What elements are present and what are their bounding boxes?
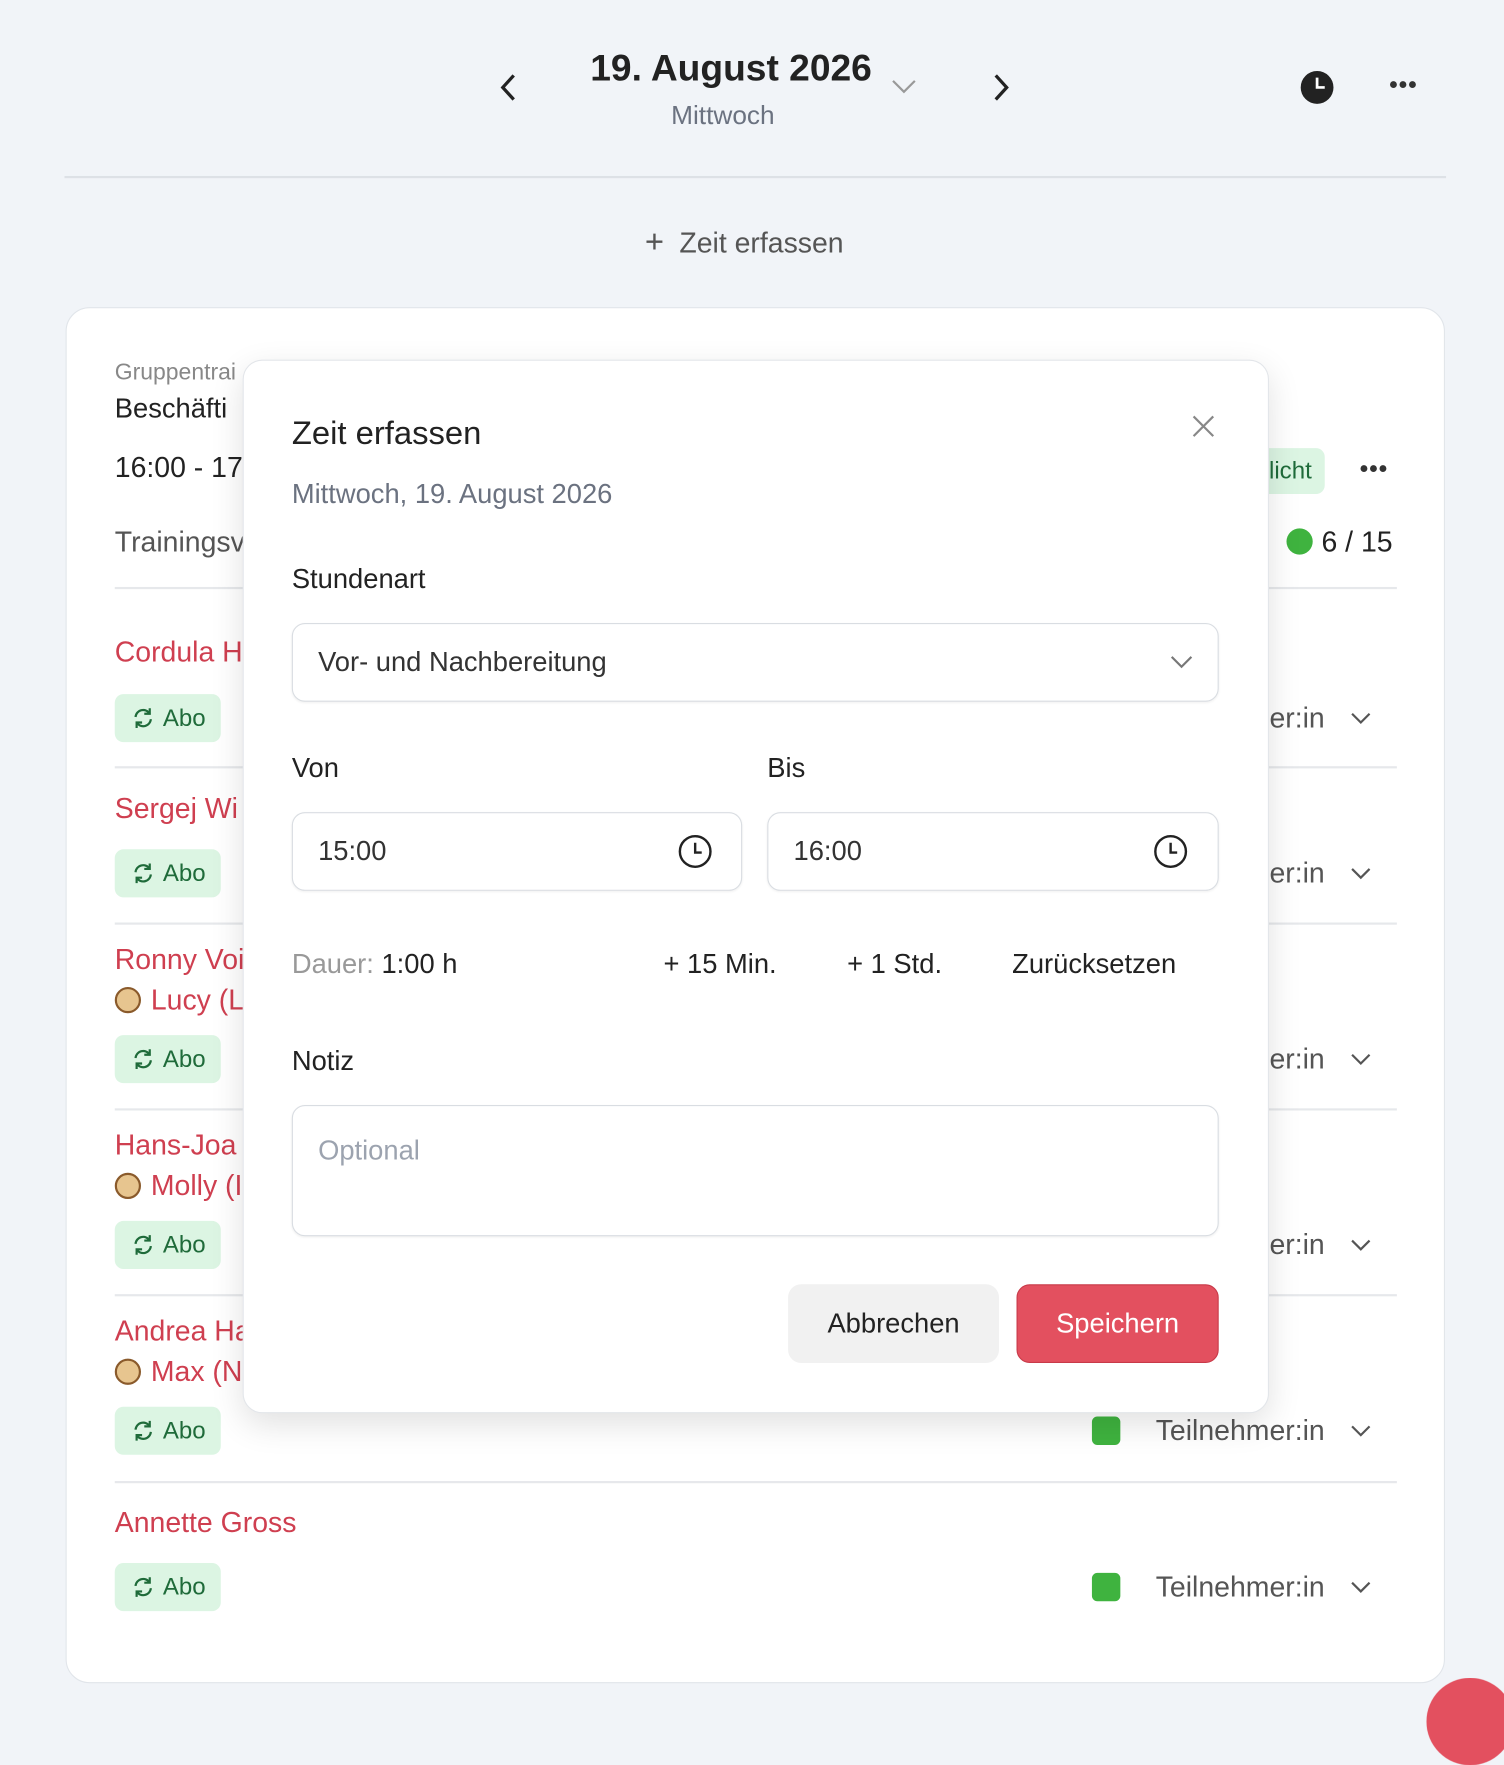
type-select[interactable]: Vor- und Nachbereitung [291, 623, 1219, 702]
participant-name[interactable]: Andrea Ha [114, 1314, 251, 1348]
from-label: Von [291, 753, 339, 784]
capacity: 6 / 15 [1286, 525, 1393, 559]
repeat-icon [134, 1420, 152, 1441]
date-dropdown[interactable] [890, 77, 918, 99]
duration-label: Dauer: [291, 948, 374, 980]
dog-icon [114, 1172, 141, 1200]
participant-name[interactable]: Hans-Joa [114, 1128, 237, 1162]
more-menu[interactable]: ••• [1389, 70, 1418, 99]
role-chevron [1351, 868, 1371, 880]
help-button[interactable] [1426, 1677, 1504, 1765]
from-input[interactable]: 15:00 [291, 812, 743, 891]
add-time-label: Zeit erfassen [679, 226, 844, 260]
add-time-button[interactable]: + Zeit erfassen [645, 223, 844, 262]
subscription-badge: Abo [114, 849, 221, 898]
duration-value: 1:00 h [381, 948, 458, 980]
quick-action[interactable]: Zurücksetzen [1012, 948, 1177, 980]
participant-name[interactable]: Ronny Voi [114, 942, 245, 976]
next-day[interactable] [987, 70, 1015, 105]
divider [114, 1481, 1397, 1483]
type-label: Stundenart [291, 563, 426, 595]
topic: Trainingsv [114, 525, 245, 558]
clock-button[interactable] [1299, 69, 1336, 106]
weekday: Mittwoch [671, 101, 775, 131]
repeat-icon [134, 708, 152, 728]
plus-icon: + [644, 224, 665, 261]
clock-icon [1154, 834, 1188, 868]
role-chevron [1351, 1239, 1371, 1251]
role-chevron [1351, 712, 1371, 725]
category: Gruppentrai [114, 360, 236, 386]
subscription-badge: Abo [114, 1220, 221, 1269]
repeat-icon [134, 1049, 152, 1069]
quick-action[interactable]: + 1 Std. [847, 948, 943, 980]
role-select[interactable]: Teilnehmer:in [1155, 1413, 1325, 1447]
dog-icon [114, 986, 141, 1014]
subscription-badge: Abo [114, 694, 221, 743]
modal-title: Zeit erfassen [291, 415, 482, 452]
clock-icon [678, 834, 712, 868]
capacity-value: 6 / 15 [1321, 525, 1393, 558]
quick-action[interactable]: + 15 Min. [663, 948, 777, 980]
participant-name[interactable]: Cordula H [114, 635, 243, 669]
dog-name[interactable]: Molly (I [150, 1168, 243, 1202]
check-icon [1091, 1572, 1121, 1602]
participant-name[interactable]: Annette Gross [114, 1505, 297, 1539]
repeat-icon [134, 1235, 152, 1255]
session-time: 16:00 - 17 [114, 450, 243, 484]
role-chevron [1351, 1053, 1371, 1066]
capacity-dot [1286, 528, 1313, 555]
note-placeholder: Optional [318, 1135, 420, 1167]
prev-day[interactable] [494, 70, 522, 105]
role-chevron [1351, 1425, 1371, 1437]
modal-subtitle: Mittwoch, 19. August 2026 [291, 478, 613, 510]
dog-name[interactable]: Max (N [150, 1354, 243, 1388]
date[interactable]: 19. August 2026 [590, 47, 872, 90]
to-input[interactable]: 16:00 [767, 812, 1219, 891]
participant-name[interactable]: Sergej Wi [114, 791, 238, 825]
note-label: Notiz [291, 1046, 355, 1077]
stage: 19. August 2026 Mittwoch ••• + Zeit erfas… [64, 47, 1504, 1765]
subscription-badge: Abo [114, 1406, 221, 1455]
note-input[interactable]: Optional [291, 1105, 1219, 1237]
cancel-button[interactable]: Abbrechen [788, 1284, 1000, 1363]
card-menu[interactable]: ••• [1359, 454, 1389, 482]
close-button[interactable] [1190, 413, 1216, 439]
subscription-badge: Abo [114, 1563, 221, 1612]
duration: Dauer: 1:00 h [292, 948, 458, 981]
subscription-badge: Abo [114, 1035, 221, 1084]
dog-name[interactable]: Lucy (L [150, 983, 245, 1016]
page: 19. August 2026 Mittwoch ••• + Zeit erfas… [64, 47, 1504, 1765]
repeat-icon [134, 1577, 152, 1597]
divider [64, 175, 1447, 179]
to-label: Bis [767, 753, 806, 784]
role-chevron [1351, 1581, 1371, 1593]
to-value: 16:00 [793, 836, 862, 867]
type-value: Vor- und Nachbereitung [318, 647, 607, 678]
check-icon [1091, 1416, 1121, 1445]
role-select[interactable]: Teilnehmer:in [1155, 1570, 1325, 1603]
modal: Zeit erfassen Mittwoch, 19. August 2026 … [242, 359, 1269, 1414]
save-button[interactable]: Speichern [1016, 1284, 1219, 1363]
select-chevron [1170, 656, 1193, 669]
session-title: Beschäfti [114, 393, 228, 425]
dog-icon [114, 1358, 141, 1385]
repeat-icon [134, 863, 152, 884]
from-value: 15:00 [318, 836, 387, 867]
